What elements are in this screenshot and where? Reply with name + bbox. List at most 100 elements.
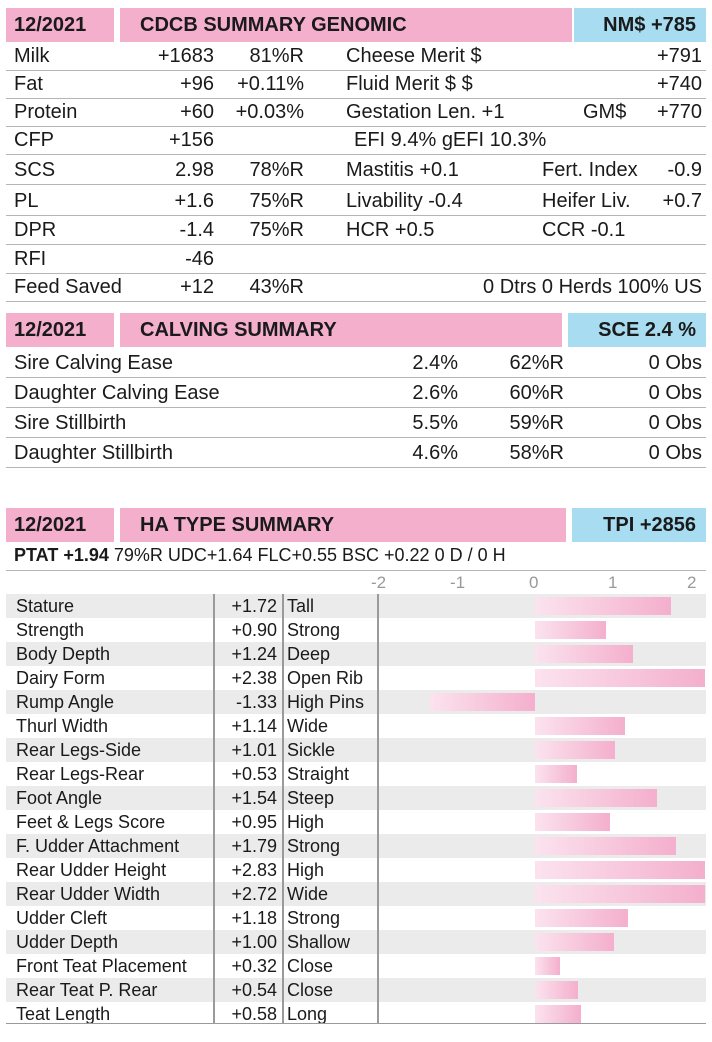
type-trait-bar — [535, 741, 615, 759]
type-trait-row: Rump Angle -1.33 High Pins — [6, 690, 706, 714]
type-trait-row: Udder Depth +1.00 Shallow — [6, 930, 706, 954]
secondary-trait: Cheese Merit $ — [346, 45, 482, 67]
type-trait-bar — [535, 957, 561, 975]
type-trait-value: +0.53 — [231, 764, 277, 784]
type-trait-value: +0.54 — [231, 980, 277, 1000]
type-trait-descriptor: Steep — [287, 788, 335, 808]
calving-trait-name: Sire Calving Ease — [14, 352, 173, 374]
type-trait-descriptor: Close — [287, 980, 334, 1000]
ptat-line: PTAT +1.94 79%R UDC+1.64 FLC+0.55 BSC +0… — [14, 545, 506, 566]
type-trait-value: +1.14 — [231, 716, 277, 736]
type-title: HA TYPE SUMMARY — [120, 508, 566, 542]
type-trait-descriptor: High — [287, 812, 325, 832]
tertiary-trait: Heifer Liv. — [542, 190, 631, 212]
type-date: 12/2021 — [6, 508, 114, 542]
axis-tick-label: -2 — [371, 573, 387, 592]
column-divider-value — [213, 594, 215, 1024]
type-trait-value: +0.90 — [231, 620, 277, 640]
tertiary-trait: GM$ — [583, 101, 627, 123]
type-trait-name: Rump Angle — [16, 692, 115, 712]
type-trait-descriptor: Shallow — [287, 932, 351, 952]
trait-reliability: 75%R — [249, 190, 304, 212]
type-trait-row: Rear Udder Height +2.83 High — [6, 858, 706, 882]
type-trait-value: +2.72 — [231, 884, 277, 904]
ptat-divider — [6, 570, 706, 571]
calving-observations: 0 Obs — [648, 442, 702, 464]
calving-value: 2.6% — [412, 382, 458, 404]
type-trait-descriptor: Tall — [287, 596, 315, 616]
type-trait-name: Dairy Form — [16, 668, 105, 688]
type-trait-bar — [535, 837, 677, 855]
type-trait-bar — [535, 933, 614, 951]
calving-observations: 0 Obs — [648, 412, 702, 434]
type-trait-name: Foot Angle — [16, 788, 103, 808]
type-trait-name: Feet & Legs Score — [16, 812, 166, 832]
genomic-title: CDCB SUMMARY GENOMIC — [120, 8, 572, 42]
type-trait-row: Feet & Legs Score +0.95 High — [6, 810, 706, 834]
type-trait-row: Stature +1.72 Tall — [6, 594, 706, 618]
type-trait-row: Front Teat Placement +0.32 Close — [6, 954, 706, 978]
type-trait-name: Rear Udder Width — [16, 884, 161, 904]
trait-reliability: 43%R — [249, 276, 304, 298]
calving-row: Sire Stillbirth 5.5% 59%R 0 Obs — [6, 409, 706, 438]
column-divider-desc — [282, 594, 284, 1024]
type-trait-descriptor: Long — [287, 1004, 328, 1024]
secondary-trait: HCR +0.5 — [346, 219, 435, 241]
trait-reliability: +0.11% — [237, 73, 304, 95]
trait-name: CFP — [14, 129, 54, 151]
trait-value: +60 — [180, 101, 214, 123]
calving-value: 5.5% — [412, 412, 458, 434]
type-trait-descriptor: Strong — [287, 620, 341, 640]
type-trait-value: +1.24 — [231, 644, 277, 664]
axis-tick-label: 2 — [687, 573, 697, 592]
trait-value: +12 — [180, 276, 214, 298]
tertiary-trait: Fert. Index — [542, 159, 638, 181]
type-trait-row: Teat Length +0.58 Long — [6, 1002, 706, 1026]
calving-reliability: 60%R — [509, 382, 564, 404]
type-trait-name: Thurl Width — [16, 716, 109, 736]
type-trait-name: Rear Legs-Rear — [16, 764, 145, 784]
type-trait-descriptor: Straight — [287, 764, 350, 784]
calving-reliability: 58%R — [509, 442, 564, 464]
axis-tick-label: 1 — [608, 573, 618, 592]
type-trait-bar — [535, 789, 657, 807]
calving-trait-name: Daughter Stillbirth — [14, 442, 173, 464]
type-trait-value: +1.54 — [231, 788, 277, 808]
calving-observations: 0 Obs — [648, 352, 702, 374]
type-trait-row: Udder Cleft +1.18 Strong — [6, 906, 706, 930]
type-trait-bar — [429, 693, 535, 711]
type-trait-descriptor: Strong — [287, 908, 341, 928]
trait-reliability: 75%R — [249, 219, 304, 241]
secondary-value: +740 — [656, 73, 702, 95]
type-trait-row: Rear Udder Width +2.72 Wide — [6, 882, 706, 906]
calving-value: 4.6% — [412, 442, 458, 464]
trait-value: -1.4 — [179, 219, 214, 241]
type-trait-name: Udder Cleft — [16, 908, 108, 928]
ptat-details: 79%R UDC+1.64 FLC+0.55 BSC +0.22 0 D / 0… — [113, 545, 506, 565]
genomic-row: Protein +60 +0.03% Gestation Len. +1 GM$ +770 — [6, 98, 706, 127]
trait-value: +96 — [180, 73, 214, 95]
column-divider-chart — [377, 594, 379, 1024]
type-trait-bar — [535, 885, 705, 903]
type-trait-row: Dairy Form +2.38 Open Rib — [6, 666, 706, 690]
genomic-row: Feed Saved +12 43%R 0 Dtrs 0 Herds 100% US — [6, 273, 706, 302]
type-trait-name: Teat Length — [16, 1004, 111, 1024]
type-trait-row: Rear Legs-Rear +0.53 Straight — [6, 762, 706, 786]
trait-name: SCS — [14, 159, 56, 181]
secondary-value: +770 — [656, 101, 702, 123]
type-trait-bar — [535, 645, 633, 663]
secondary-value: -0.9 — [667, 159, 702, 181]
type-trait-name: Rear Teat P. Rear — [16, 980, 158, 1000]
type-trait-descriptor: High Pins — [287, 692, 365, 712]
trait-name: PL — [14, 190, 39, 212]
trait-reliability: 78%R — [249, 159, 304, 181]
genomic-row: Milk +1683 81%R Cheese Merit $ +791 — [6, 42, 706, 71]
type-trait-bar — [535, 861, 705, 879]
calving-row: Daughter Stillbirth 4.6% 58%R 0 Obs — [6, 439, 706, 468]
trait-name: RFI — [14, 248, 47, 270]
secondary-trait: Mastitis +0.1 — [346, 159, 459, 181]
type-trait-bar — [535, 621, 607, 639]
ptat-label: PTAT +1.94 — [14, 545, 109, 565]
type-trait-bar — [535, 909, 629, 927]
type-trait-bar — [535, 669, 705, 687]
